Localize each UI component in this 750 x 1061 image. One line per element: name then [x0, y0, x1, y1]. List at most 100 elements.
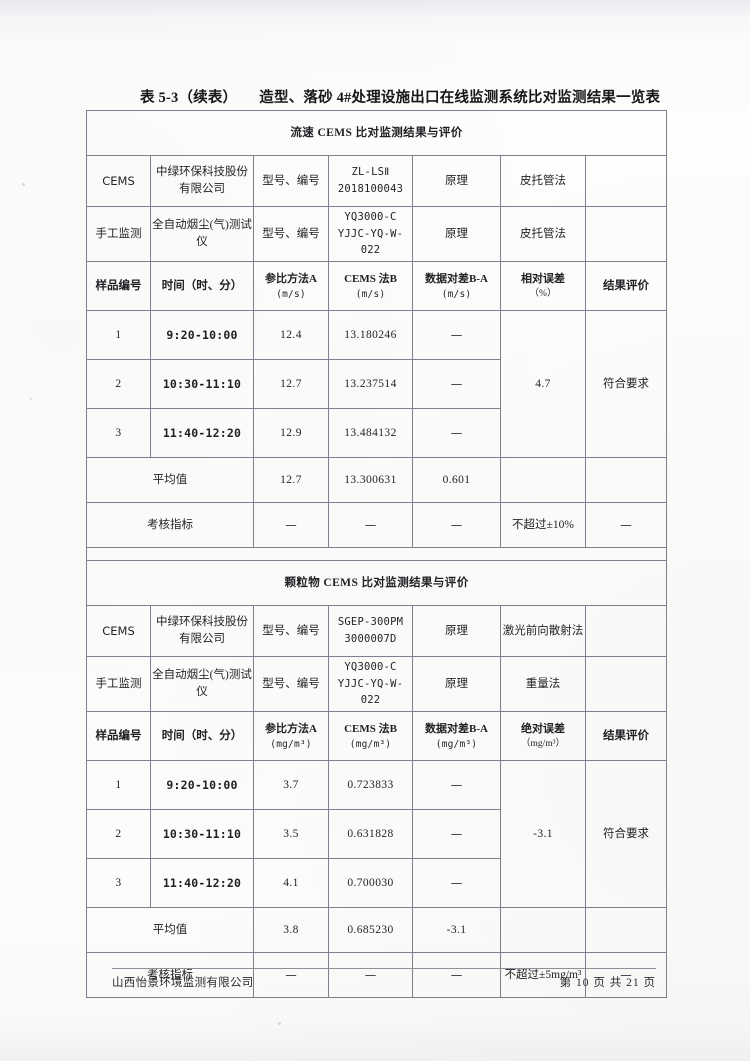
header-method-b-label: CEMS 法B — [344, 272, 397, 285]
header-error-unit: （mg/m³） — [520, 738, 566, 749]
row-method-b: 0.700030 — [328, 858, 413, 909]
particulate-cems-row: CEMS 中绿环保科技股份有限公司 型号、编号 SGEP-300PM 30000… — [86, 605, 668, 658]
footer-divider — [112, 968, 656, 969]
cems-model-value: ZL-LSⅡ 2018100043 — [328, 155, 413, 207]
average-error-empty — [500, 457, 586, 504]
row-time: 11:40-12:20 — [150, 858, 254, 909]
criteria-method-a: — — [253, 502, 329, 549]
table-row: 1 9:20-10:00 3.7 0.723833 — -3.1 符合要求 — [86, 760, 668, 909]
particulate-banner: 颗粒物 CEMS 比对监测结果与评价 — [85, 560, 668, 607]
criteria-evaluation: — — [584, 952, 668, 999]
velocity-error-value: 4.7 — [500, 310, 586, 459]
velocity-evaluation-value: 符合要求 — [584, 310, 668, 459]
average-diff: -3.1 — [412, 907, 501, 954]
header-diff: 数据对差B-A (mg/m³) — [412, 711, 501, 762]
average-label: 平均值 — [86, 457, 254, 504]
criteria-error: 不超过±10% — [500, 502, 586, 549]
average-method-a: 3.8 — [253, 907, 329, 954]
velocity-average-row: 平均值 12.7 13.300631 0.601 — [86, 457, 668, 504]
average-method-b: 13.300631 — [328, 457, 413, 504]
row-time: 10:30-11:10 — [150, 359, 254, 410]
table-row: 3 11:40-12:20 4.1 0.700030 — — [86, 858, 667, 909]
cems-label: CEMS — [86, 605, 151, 658]
row-diff: — — [412, 858, 501, 909]
row-method-a: 4.1 — [253, 858, 329, 909]
header-method-a: 参比方法A (m/s) — [253, 261, 329, 312]
cems-principle-value: 皮托管法 — [500, 155, 586, 207]
manual-principle-value: 皮托管法 — [500, 205, 586, 263]
header-method-a-unit: (mg/m³) — [270, 738, 312, 750]
header-time: 时间（时、分） — [150, 711, 254, 762]
footer-page-number: 第 10 页 共 21 页 — [559, 977, 656, 989]
manual-principle-value: 重量法 — [500, 656, 586, 713]
row-method-a: 3.5 — [253, 809, 329, 860]
page-title: 表 5-3（续表） 造型、落砂 4#处理设施出口在线监测系统比对监测结果一览表 — [140, 86, 660, 107]
average-diff: 0.601 — [412, 457, 501, 504]
cems-label: CEMS — [86, 155, 151, 207]
cems-principle-label: 原理 — [412, 155, 501, 207]
header-method-b-unit: (m/s) — [355, 288, 386, 300]
criteria-label: 考核指标 — [86, 952, 254, 999]
particulate-header-row: 样品编号 时间（时、分） 参比方法A (mg/m³) CEMS 法B (mg/m… — [86, 711, 668, 762]
row-method-a: 12.7 — [253, 359, 329, 410]
cems-model-line2: 2018100043 — [337, 183, 404, 195]
velocity-banner-row: 流速 CEMS 比对监测结果与评价 — [85, 110, 668, 156]
manual-model-line1: YQ3000-C — [344, 211, 397, 223]
row-sample-no: 2 — [86, 359, 151, 410]
velocity-header-row: 样品编号 时间（时、分） 参比方法A (m/s) CEMS 法B (m/s) 数… — [86, 261, 668, 312]
row-diff: — — [412, 760, 501, 811]
velocity-cems-row: CEMS 中绿环保科技股份有限公司 型号、编号 ZL-LSⅡ 201810004… — [86, 155, 668, 207]
criteria-diff: — — [412, 502, 501, 549]
row-time: 10:30-11:10 — [150, 809, 254, 860]
header-diff: 数据对差B-A (m/s) — [412, 261, 501, 312]
velocity-criteria-row: 考核指标 — — — 不超过±10% — — [86, 502, 668, 549]
cems-model-line1: ZL-LSⅡ — [351, 166, 390, 179]
table-row: 1 9:20-10:00 12.4 13.180246 — 4.7 符合要求 — [86, 310, 668, 459]
header-method-a-label: 参比方法A — [265, 272, 317, 285]
row-time: 9:20-10:00 — [150, 310, 254, 361]
header-method-b-unit: (mg/m³) — [349, 738, 392, 750]
row-method-b: 0.631828 — [328, 809, 413, 860]
row-method-a: 12.4 — [253, 310, 329, 361]
header-error: 绝对误差 （mg/m³） — [500, 711, 586, 762]
header-sample-no: 样品编号 — [86, 711, 151, 762]
cems-principle-value: 激光前向散射法 — [500, 605, 586, 658]
particulate-error-value: -3.1 — [500, 760, 586, 909]
cems-model-label: 型号、编号 — [253, 155, 329, 207]
criteria-method-a: — — [253, 952, 329, 999]
row-sample-no: 3 — [86, 858, 151, 909]
cems-model-line1: SGEP-300PM — [337, 616, 404, 629]
row-diff: — — [412, 359, 501, 410]
header-evaluation: 结果评价 — [584, 711, 668, 762]
row-sample-no: 3 — [86, 408, 151, 459]
manual-principle-label: 原理 — [412, 656, 501, 713]
velocity-banner: 流速 CEMS 比对监测结果与评价 — [85, 110, 668, 156]
manual-model-line2: YJJC-YQ-W-022 — [337, 227, 404, 257]
criteria-method-b: — — [328, 502, 413, 549]
row-diff: — — [412, 809, 501, 860]
average-label: 平均值 — [86, 907, 254, 954]
cems-model-label: 型号、编号 — [253, 605, 329, 658]
particulate-banner-row: 颗粒物 CEMS 比对监测结果与评价 — [85, 560, 668, 607]
manual-instrument: 全自动烟尘(气)测试仪 — [150, 656, 254, 713]
average-evaluation-empty — [584, 457, 668, 504]
particulate-evaluation-value: 符合要求 — [584, 760, 668, 909]
row-diff: — — [412, 408, 501, 459]
table-number: 表 5-3（续表） — [140, 90, 238, 106]
row-method-b: 0.723833 — [328, 760, 413, 811]
cems-manufacturer: 中绿环保科技股份有限公司 — [150, 605, 254, 658]
manual-label: 手工监测 — [86, 205, 151, 263]
header-error: 相对误差 （%） — [500, 261, 586, 312]
manual-row-empty-cell — [584, 656, 668, 713]
row-method-b: 13.484132 — [328, 408, 413, 459]
table-row: 2 10:30-11:10 12.7 13.237514 — — [86, 359, 667, 410]
average-error-empty — [500, 907, 586, 954]
row-diff: — — [412, 310, 501, 361]
manual-model-label: 型号、编号 — [253, 656, 329, 713]
header-method-b: CEMS 法B (mg/m³) — [328, 711, 413, 762]
row-time: 11:40-12:20 — [150, 408, 254, 459]
criteria-method-b: — — [328, 952, 413, 999]
header-diff-unit: (m/s) — [441, 288, 472, 300]
row-sample-no: 1 — [86, 310, 151, 361]
header-method-a-unit: (m/s) — [276, 288, 306, 300]
